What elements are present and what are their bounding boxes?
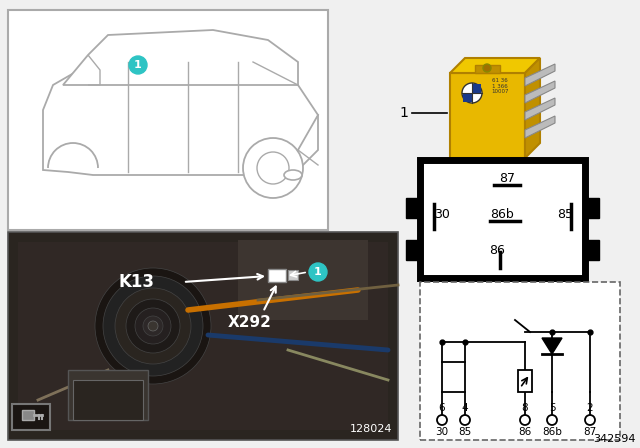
Text: X292: X292 <box>228 315 272 330</box>
Text: 30: 30 <box>435 427 449 437</box>
Circle shape <box>103 276 203 376</box>
Circle shape <box>462 83 482 103</box>
Polygon shape <box>525 58 540 158</box>
Circle shape <box>520 415 530 425</box>
Text: 86b: 86b <box>542 427 562 437</box>
Circle shape <box>243 138 303 198</box>
Circle shape <box>126 299 180 353</box>
Text: 86: 86 <box>489 244 505 257</box>
Polygon shape <box>525 81 555 103</box>
Bar <box>406 240 420 260</box>
Polygon shape <box>525 98 555 120</box>
Polygon shape <box>542 338 562 354</box>
Text: 1: 1 <box>314 267 322 277</box>
Polygon shape <box>450 58 540 73</box>
Bar <box>268 269 286 282</box>
Circle shape <box>483 64 491 72</box>
Bar <box>8 232 398 440</box>
Polygon shape <box>450 73 525 158</box>
Text: 1: 1 <box>134 60 142 70</box>
Polygon shape <box>43 55 318 175</box>
Text: 85: 85 <box>458 427 472 437</box>
Text: 6: 6 <box>438 403 445 413</box>
Bar <box>585 198 599 218</box>
Text: 61 36
1 366
10007: 61 36 1 366 10007 <box>492 78 509 94</box>
Circle shape <box>460 415 470 425</box>
Circle shape <box>309 263 327 281</box>
Bar <box>288 270 298 280</box>
Text: 30: 30 <box>434 207 450 220</box>
Text: 1: 1 <box>399 106 408 120</box>
Text: 128024: 128024 <box>349 424 392 434</box>
Polygon shape <box>525 64 555 86</box>
Bar <box>8 10 328 230</box>
Circle shape <box>129 56 147 74</box>
Polygon shape <box>63 30 298 85</box>
Text: 5: 5 <box>548 403 556 413</box>
Text: 2: 2 <box>587 403 593 413</box>
Bar <box>518 370 532 392</box>
Bar <box>12 404 50 430</box>
Polygon shape <box>525 116 555 138</box>
Bar <box>585 240 599 260</box>
Bar <box>475 65 500 73</box>
Bar <box>420 160 585 278</box>
Bar <box>463 93 472 102</box>
Circle shape <box>143 316 163 336</box>
Bar <box>73 380 143 420</box>
Text: 4: 4 <box>461 403 468 413</box>
Bar <box>472 84 481 93</box>
Circle shape <box>135 308 171 344</box>
Text: 86b: 86b <box>490 207 514 220</box>
Text: 8: 8 <box>522 403 528 413</box>
Bar <box>442 362 465 392</box>
Ellipse shape <box>284 170 302 180</box>
Circle shape <box>115 288 191 364</box>
Text: 86: 86 <box>518 427 532 437</box>
Bar <box>238 240 368 320</box>
Circle shape <box>585 415 595 425</box>
Circle shape <box>257 152 289 184</box>
Bar <box>406 198 420 218</box>
Circle shape <box>148 321 158 331</box>
Text: 87: 87 <box>499 172 515 185</box>
Text: K13: K13 <box>118 273 154 291</box>
Bar <box>22 410 34 420</box>
Bar <box>420 282 620 440</box>
Circle shape <box>437 415 447 425</box>
Circle shape <box>95 268 211 384</box>
Circle shape <box>547 415 557 425</box>
Text: 85: 85 <box>557 207 573 220</box>
Bar <box>68 370 148 420</box>
Bar <box>18 242 388 430</box>
Text: 342594: 342594 <box>593 434 636 444</box>
Text: 87: 87 <box>584 427 596 437</box>
